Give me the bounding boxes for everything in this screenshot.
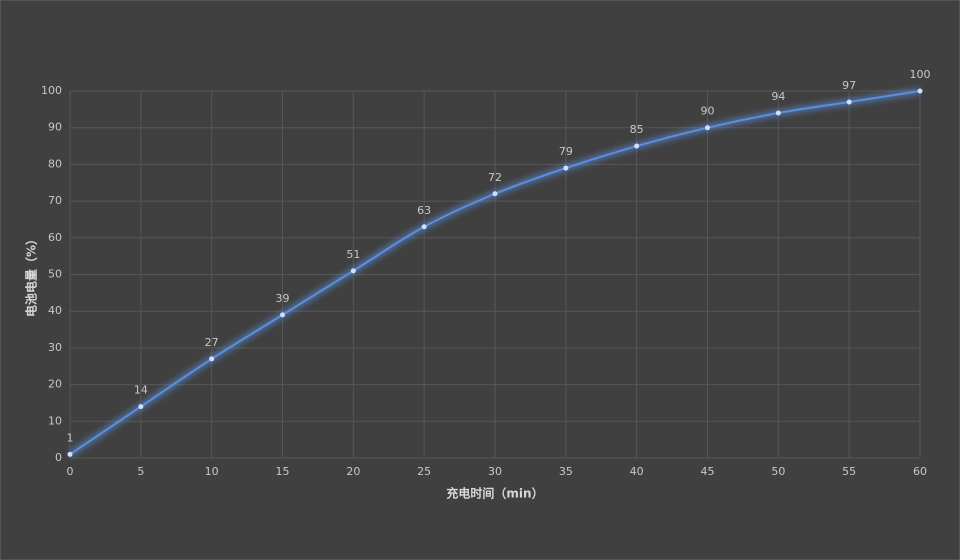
point xyxy=(705,125,710,131)
x-tick-label: 50 xyxy=(771,465,785,478)
x-tick-label: 5 xyxy=(137,465,144,478)
data-label: 85 xyxy=(630,123,644,136)
data-label: 14 xyxy=(134,384,148,397)
point xyxy=(421,224,427,230)
x-tick-label: 10 xyxy=(205,465,219,478)
point xyxy=(492,191,498,197)
y-tick-label: 30 xyxy=(48,341,62,354)
x-tick-label: 35 xyxy=(559,465,573,478)
data-label: 90 xyxy=(701,105,715,118)
y-tick-label: 80 xyxy=(48,157,62,170)
point xyxy=(350,268,356,274)
data-label: 27 xyxy=(205,336,219,349)
point xyxy=(634,143,640,149)
y-axis-title: 电池电量（%） xyxy=(24,233,39,317)
point xyxy=(280,312,285,318)
y-tick-label: 10 xyxy=(48,414,62,427)
x-tick-label: 60 xyxy=(913,465,927,478)
y-tick-label: 0 xyxy=(55,451,62,464)
data-label: 39 xyxy=(276,292,290,305)
data-label: 72 xyxy=(488,171,502,184)
x-axis-title: 充电时间（min） xyxy=(446,486,543,501)
y-tick-label: 60 xyxy=(48,231,62,244)
x-tick-label: 55 xyxy=(842,465,856,478)
point xyxy=(138,404,144,410)
point xyxy=(67,451,73,457)
x-tick-label: 0 xyxy=(67,465,74,478)
data-label: 1 xyxy=(67,431,74,444)
data-label: 100 xyxy=(910,68,931,81)
point xyxy=(563,165,569,171)
x-tick-label: 20 xyxy=(346,465,360,478)
point xyxy=(917,88,923,94)
point xyxy=(775,110,781,116)
x-tick-label: 30 xyxy=(488,465,502,478)
data-label: 97 xyxy=(842,79,856,92)
x-tick-label: 15 xyxy=(276,465,290,478)
data-label: 79 xyxy=(559,145,573,158)
data-label: 63 xyxy=(417,204,431,217)
y-tick-label: 100 xyxy=(41,84,62,97)
x-tick-label: 40 xyxy=(630,465,644,478)
point xyxy=(209,356,215,362)
y-tick-label: 20 xyxy=(48,378,62,391)
data-label: 94 xyxy=(771,90,785,103)
data-label: 51 xyxy=(346,248,360,261)
x-tick-label: 25 xyxy=(417,465,431,478)
x-tick-label: 45 xyxy=(701,465,715,478)
y-tick-label: 40 xyxy=(48,304,62,317)
y-tick-label: 70 xyxy=(48,194,62,207)
y-tick-label: 90 xyxy=(48,121,62,134)
point xyxy=(846,99,852,105)
y-tick-label: 50 xyxy=(48,268,62,281)
